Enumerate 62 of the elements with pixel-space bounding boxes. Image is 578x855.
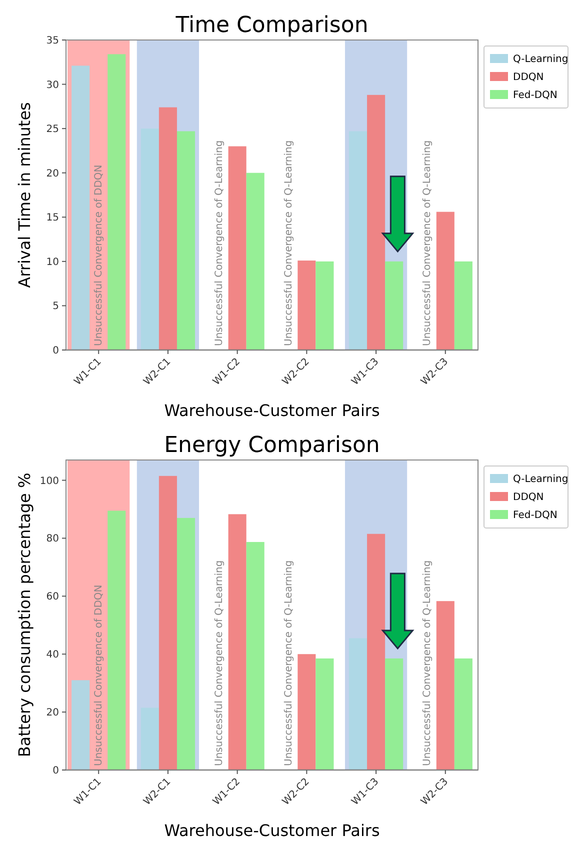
y-tick-label: 0 <box>52 766 59 776</box>
y-tick-label: 40 <box>46 650 59 661</box>
bar <box>436 601 454 770</box>
y-tick-label: 20 <box>46 168 59 180</box>
bar <box>316 261 334 350</box>
bar <box>298 260 316 350</box>
bar <box>436 212 454 350</box>
legend-label: Fed-DQN <box>513 510 558 521</box>
y-tick-label: 100 <box>40 476 59 487</box>
annotation: Unsuccessful Convergence of Q-Learning <box>422 560 434 766</box>
bar <box>176 518 196 770</box>
y-tick-label: 25 <box>46 124 59 136</box>
bar <box>316 658 334 770</box>
bar <box>454 261 472 350</box>
chart-title: Time Comparison <box>174 13 368 38</box>
legend-label: Q-Learning <box>513 474 568 485</box>
y-tick-label: 0 <box>52 346 59 356</box>
legend-label: DDQN <box>513 72 544 83</box>
bar <box>246 542 264 770</box>
y-tick-label: 60 <box>46 592 59 603</box>
bar <box>72 680 90 770</box>
annotation: Unsuccessful Convergence of Q-Learning <box>422 140 434 346</box>
annotation: Unsuccessful Convergence of Q-Learning <box>283 140 294 346</box>
bar <box>228 514 246 770</box>
bar <box>108 510 126 770</box>
legend-label: Q-Learning <box>513 54 568 65</box>
x-axis-title: Warehouse-Customer Pairs <box>164 401 380 420</box>
bar <box>454 658 472 770</box>
y-tick-label: 15 <box>46 212 59 224</box>
bar <box>385 261 404 350</box>
bar <box>348 131 368 350</box>
bar <box>176 131 196 350</box>
y-tick-label: 20 <box>46 708 59 719</box>
bar <box>158 476 177 770</box>
y-tick-label: 35 <box>46 36 59 46</box>
bar <box>385 658 404 770</box>
bar <box>348 638 368 770</box>
bar <box>246 172 264 350</box>
bar <box>298 654 316 770</box>
y-tick-label: 5 <box>52 301 59 312</box>
bar <box>367 534 386 770</box>
bar <box>140 708 159 770</box>
y-tick-label: 80 <box>46 534 59 545</box>
annotation: Unsuccessful Convergence of DDQN <box>93 584 104 766</box>
x-axis-title: Warehouse-Customer Pairs <box>164 821 380 840</box>
annotation: Unsuccessful Convergence of Q-Learning <box>214 140 226 346</box>
chart-title: Energy Comparison <box>164 433 380 458</box>
annotation: Unsuccessful Convergence of DDQN <box>93 164 104 346</box>
annotation: Unsuccessful Convergence of Q-Learning <box>214 560 226 766</box>
bar <box>228 146 246 350</box>
y-tick-label: 30 <box>46 80 59 91</box>
y-axis-title: Arrival Time in minutes <box>15 102 34 288</box>
annotation: Unsuccessful Convergence of Q-Learning <box>283 560 294 766</box>
legend-label: DDQN <box>513 492 544 503</box>
bar <box>140 128 159 350</box>
bar <box>72 66 90 350</box>
y-tick-label: 10 <box>46 256 59 268</box>
legend-label: Fed-DQN <box>513 90 558 101</box>
y-axis-title: Battery consumption percentage % <box>15 472 34 758</box>
bar <box>158 107 177 350</box>
bar <box>367 94 386 350</box>
bar <box>108 54 126 350</box>
